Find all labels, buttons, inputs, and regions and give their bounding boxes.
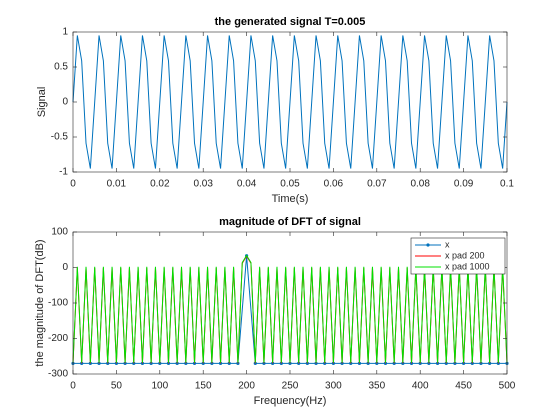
y-tick-label: 0 (62, 262, 68, 273)
legend-label: x (445, 239, 450, 249)
x-tick-label: 200 (238, 381, 255, 392)
y-tick-label: 0.5 (54, 62, 68, 73)
series-line (72, 254, 508, 363)
x-tick-label: 150 (195, 381, 212, 392)
x-tick-label: 0.06 (324, 179, 344, 190)
y-axis-label: the magnitude of DFT(dB) (34, 239, 46, 366)
chart-title: magnitude of DFT of signal (219, 216, 361, 228)
y-tick-label: -100 (48, 298, 68, 309)
x-tick-label: 50 (111, 381, 123, 392)
x-tick-label: 0.02 (150, 179, 170, 190)
y-tick-label: -1 (59, 167, 68, 178)
x-axis-label: Time(s) (272, 193, 309, 205)
x-tick-label: 0 (70, 381, 76, 392)
y-tick-label: -0.5 (51, 132, 69, 143)
series-line (72, 35, 508, 169)
x-tick-label: 400 (412, 381, 429, 392)
x-tick-label: 500 (499, 381, 516, 392)
x-tick-label: 0 (70, 179, 76, 190)
x-tick-label: 0.09 (454, 179, 474, 190)
x-tick-label: 0.03 (193, 179, 213, 190)
x-tick-label: 100 (151, 381, 168, 392)
x-tick-label: 450 (455, 381, 472, 392)
x-tick-label: 350 (368, 381, 385, 392)
y-tick-label: -300 (48, 369, 68, 380)
x-tick-label: 0.08 (410, 179, 430, 190)
x-axis-label: Frequency(Hz) (254, 395, 327, 407)
legend-label: x pad 1000 (445, 261, 490, 271)
y-tick-label: 1 (62, 27, 68, 38)
y-tick-label: -200 (48, 333, 68, 344)
x-tick-label: 0.07 (367, 179, 387, 190)
legend-label: x pad 200 (445, 250, 485, 260)
y-tick-label: 0 (62, 97, 68, 108)
x-tick-label: 0.05 (280, 179, 300, 190)
y-axis-label: Signal (36, 87, 48, 118)
x-tick-label: 0.04 (237, 179, 257, 190)
x-tick-label: 0.1 (500, 179, 514, 190)
x-tick-label: 300 (325, 381, 342, 392)
chart-title: the generated signal T=0.005 (215, 16, 366, 28)
y-tick-label: 100 (51, 227, 68, 238)
x-tick-label: 250 (282, 381, 299, 392)
x-tick-label: 0.01 (107, 179, 127, 190)
legend-marker (426, 243, 430, 247)
